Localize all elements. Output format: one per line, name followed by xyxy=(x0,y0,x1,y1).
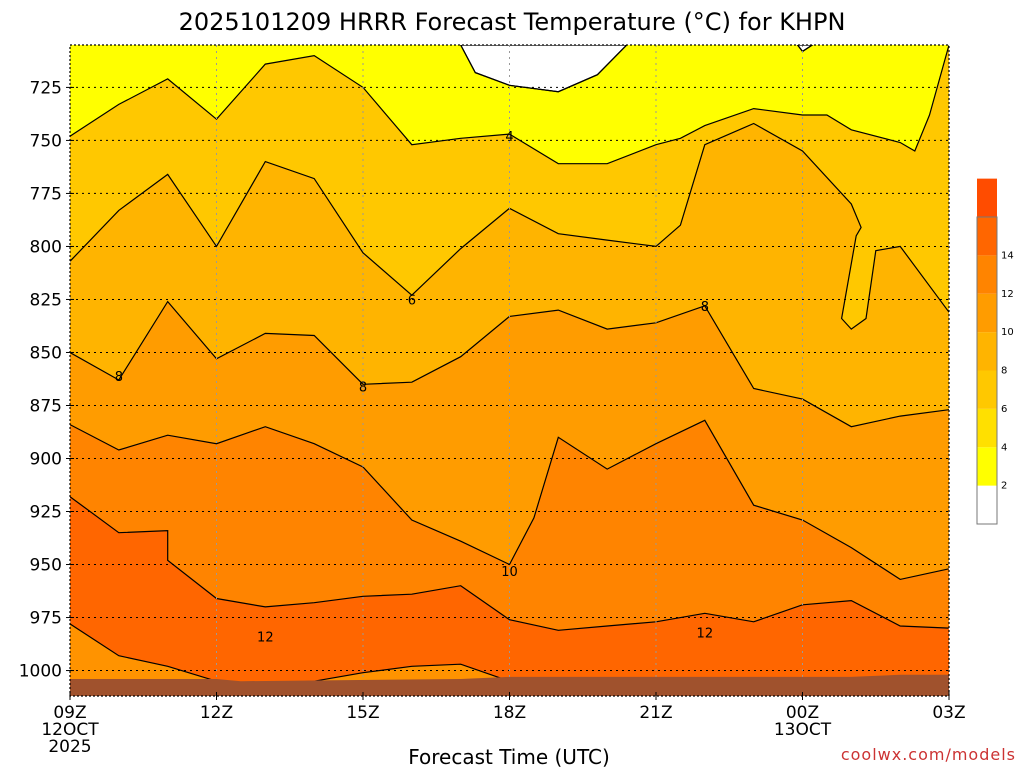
credit-text: coolwx.com/models xyxy=(841,745,1016,764)
x-tick-label: 12OCT xyxy=(41,720,99,740)
colorbar-tick-label: 8 xyxy=(1001,366,1007,377)
contour-label: 6 xyxy=(408,293,416,308)
contour-label: 8 xyxy=(359,380,367,395)
y-tick-label: 850 xyxy=(30,343,62,363)
x-axis-label: Forecast Time (UTC) xyxy=(408,745,610,768)
contour-line xyxy=(70,45,949,165)
y-axis-ticks: 725 750 775 800 825 850 875 900 925 950 975 1000 xyxy=(19,78,74,682)
ground-surface xyxy=(70,674,949,696)
colorbar-tick-label: 10 xyxy=(1001,327,1014,338)
contour-line xyxy=(460,45,628,93)
x-tick-label: 13OCT xyxy=(774,720,832,740)
temperature-band-yellow xyxy=(70,45,949,164)
contour-labels: 4 6 8 8 8 10 12 12 xyxy=(115,130,713,645)
y-tick-label: 825 xyxy=(30,290,62,310)
y-tick-label: 1000 xyxy=(19,662,62,682)
contour-line xyxy=(70,496,949,631)
chart-title: 2025101209 HRRR Forecast Temperature (°C… xyxy=(179,8,846,36)
x-tick-label: 00Z xyxy=(786,703,819,723)
y-tick-label: 750 xyxy=(30,131,62,151)
colorbar-tick-label: 6 xyxy=(1001,404,1007,415)
contour-line xyxy=(70,122,949,330)
contour-label: 12 xyxy=(257,631,274,646)
x-tick-label: 2025 xyxy=(48,737,91,757)
y-tick-label: 925 xyxy=(30,503,62,523)
colorbar-segment xyxy=(977,332,997,371)
temperature-fills xyxy=(70,45,949,688)
contour-label: 12 xyxy=(697,626,714,641)
colorbar-tick-label: 14 xyxy=(1001,250,1014,261)
x-tick-label: 18Z xyxy=(493,703,526,723)
colorbar-tick-label: 4 xyxy=(1001,442,1007,453)
colorbar-segment xyxy=(977,293,997,333)
colorbar: 2 4 6 8 10 12 14 xyxy=(976,178,1014,525)
y-tick-label: 725 xyxy=(30,78,62,98)
contour-line xyxy=(70,419,949,581)
colorbar-tick-label: 2 xyxy=(1001,481,1007,492)
contour-label: 8 xyxy=(701,300,709,315)
colorbar-tick-label: 12 xyxy=(1001,289,1014,300)
colorbar-segment xyxy=(977,370,997,409)
contour-label: 4 xyxy=(505,130,513,145)
x-tick-label: 15Z xyxy=(346,703,379,723)
y-tick-label: 775 xyxy=(30,184,62,204)
y-tick-label: 975 xyxy=(30,609,62,629)
colorbar-segment xyxy=(977,408,997,448)
colorbar-segment xyxy=(977,485,997,524)
x-tick-label: 09Z xyxy=(53,703,86,723)
colorbar-segment xyxy=(977,178,997,217)
colorbar-segment xyxy=(977,447,997,486)
colorbar-segment xyxy=(977,217,997,256)
y-tick-label: 900 xyxy=(30,450,62,470)
y-tick-label: 950 xyxy=(30,556,62,576)
y-tick-label: 875 xyxy=(30,396,62,416)
x-tick-label: 12Z xyxy=(200,703,233,723)
y-tick-label: 800 xyxy=(30,237,62,257)
colorbar-frame xyxy=(976,216,998,525)
x-tick-label: 21Z xyxy=(639,703,672,723)
contour-label: 10 xyxy=(501,565,518,580)
colorbar-segment xyxy=(977,255,997,294)
grid-lines xyxy=(70,45,949,696)
plot-area xyxy=(70,45,949,696)
contour-label: 8 xyxy=(115,370,123,385)
x-tick-label: 03Z xyxy=(932,703,965,723)
